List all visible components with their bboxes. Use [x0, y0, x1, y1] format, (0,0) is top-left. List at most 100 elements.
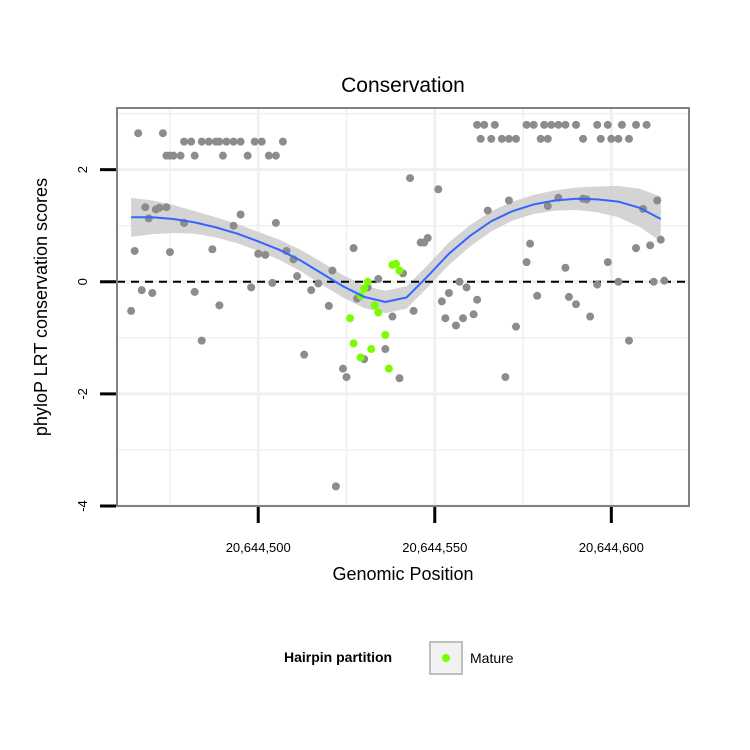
data-point — [624, 336, 633, 345]
x-tick-label: 20,644,600 — [579, 540, 644, 555]
data-point — [208, 245, 217, 254]
data-point — [476, 134, 485, 143]
data-point — [271, 218, 280, 227]
data-point — [511, 134, 520, 143]
data-point — [522, 258, 531, 267]
data-point — [190, 287, 199, 296]
data-point — [250, 137, 259, 146]
data-point — [388, 312, 397, 321]
data-point — [540, 120, 549, 129]
data-point — [649, 277, 658, 286]
data-point — [218, 151, 227, 160]
data-point — [293, 272, 302, 281]
data-point — [215, 137, 224, 146]
data-point — [187, 137, 196, 146]
data-point — [451, 321, 460, 330]
data-point — [155, 203, 164, 212]
data-point — [632, 120, 641, 129]
data-point — [441, 314, 450, 323]
mature-point — [384, 364, 393, 373]
data-point — [624, 134, 633, 143]
data-point — [141, 203, 150, 212]
data-point — [646, 241, 655, 250]
y-axis: -4 -2 0 2 — [75, 166, 116, 512]
legend-key-mature-dot — [442, 654, 450, 662]
data-point — [169, 151, 178, 160]
data-point — [197, 137, 206, 146]
data-point — [243, 151, 252, 160]
data-point — [148, 288, 157, 297]
data-point — [561, 263, 570, 272]
y-tick-label: 0 — [75, 278, 90, 285]
data-point — [547, 120, 556, 129]
data-point — [137, 286, 146, 295]
data-point — [656, 235, 665, 244]
mature-point — [374, 308, 383, 317]
data-point — [307, 286, 316, 295]
mature-point — [363, 277, 372, 286]
data-point — [247, 283, 256, 292]
data-point — [162, 203, 171, 212]
mature-point — [360, 284, 369, 293]
data-point — [229, 137, 238, 146]
x-axis: 20,644,500 20,644,550 20,644,600 — [226, 507, 644, 555]
legend-key — [429, 641, 463, 675]
data-point — [190, 151, 199, 160]
data-point — [632, 244, 641, 253]
data-point — [176, 151, 185, 160]
data-point — [603, 258, 612, 267]
data-point — [257, 137, 266, 146]
x-tick-label: 20,644,550 — [402, 540, 467, 555]
data-point — [469, 310, 478, 319]
mature-point — [346, 314, 355, 323]
data-point — [278, 137, 287, 146]
data-point — [134, 129, 143, 138]
data-point — [642, 120, 651, 129]
data-point — [572, 300, 581, 309]
data-point — [596, 134, 605, 143]
x-tick-label: 20,644,500 — [226, 540, 291, 555]
data-point — [593, 280, 602, 289]
data-point — [144, 214, 153, 223]
y-tick-label: 2 — [75, 166, 90, 173]
data-point — [660, 276, 669, 285]
data-point — [593, 120, 602, 129]
data-point — [504, 196, 513, 205]
data-point — [374, 274, 383, 283]
x-axis-label: Genomic Position — [332, 564, 473, 584]
data-point — [158, 129, 167, 138]
data-point — [543, 134, 552, 143]
data-point — [564, 292, 573, 301]
data-point — [342, 373, 351, 382]
smooth-line — [131, 197, 662, 303]
data-point — [497, 134, 506, 143]
data-point — [614, 134, 623, 143]
data-point — [130, 246, 139, 255]
data-point — [579, 134, 588, 143]
data-point — [483, 206, 492, 215]
data-point — [561, 120, 570, 129]
data-point — [268, 278, 277, 287]
y-axis-label: phyloP LRT conservation scores — [31, 178, 51, 436]
data-point — [522, 120, 531, 129]
data-point — [314, 279, 323, 288]
data-point — [653, 196, 662, 205]
chart-title: Conservation — [341, 74, 465, 97]
confidence-ribbon-layer — [131, 185, 661, 314]
data-point — [462, 283, 471, 292]
data-point — [324, 301, 333, 310]
smooth-line-layer — [131, 197, 662, 303]
data-point — [215, 301, 224, 310]
data-point — [423, 234, 432, 243]
data-point — [543, 202, 552, 211]
data-point — [480, 120, 489, 129]
data-point — [529, 120, 538, 129]
data-point — [501, 373, 510, 382]
legend: Hairpin partition Mature — [284, 641, 514, 675]
mature-point — [381, 331, 390, 340]
data-point — [264, 151, 273, 160]
data-point — [603, 120, 612, 129]
y-tick-label: -2 — [75, 388, 90, 400]
confidence-ribbon — [131, 185, 661, 314]
data-point — [607, 134, 616, 143]
